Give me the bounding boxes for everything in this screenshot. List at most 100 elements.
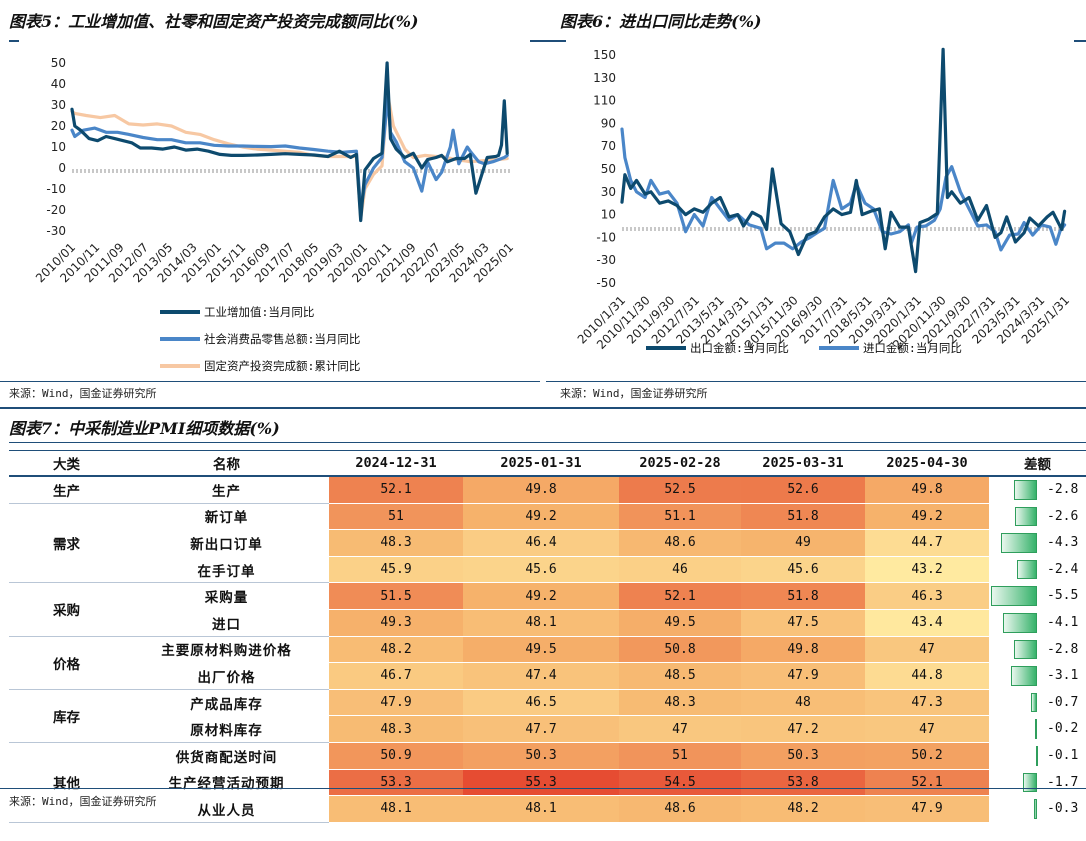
y-tick-label: 150: [593, 48, 616, 62]
diff-bar: [1031, 692, 1037, 713]
value-cell: 48.6: [619, 529, 741, 557]
series-line-0: [70, 61, 509, 223]
diff-value: -2.8: [1047, 641, 1079, 657]
chart6-bottom-rule: [546, 381, 1086, 382]
diff-bar: [1013, 480, 1037, 500]
diff-cell: -3.1: [989, 662, 1086, 690]
value-cell: 46.7: [329, 662, 463, 690]
diff-bar: [1015, 506, 1037, 527]
value-cell: 44.7: [865, 529, 989, 557]
value-cell: 47.5: [741, 609, 865, 637]
table-row: 在手订单 45.9 45.6 46 45.6 43.2 -2.4: [9, 556, 1086, 584]
diff-cell: -2.8: [989, 476, 1086, 504]
indicator-name: 新订单: [124, 503, 329, 531]
diff-bar: [1034, 799, 1037, 819]
y-tick-label: 50: [51, 56, 66, 70]
diff-value: -5.5: [1047, 588, 1079, 604]
y-tick-label: 10: [601, 208, 616, 222]
table-row: 生产 生产 52.1 49.8 52.5 52.6 49.8 -2.8: [9, 476, 1086, 504]
value-cell: 48.3: [329, 529, 463, 557]
y-tick-label: 20: [51, 119, 66, 133]
y-tick-label: 70: [601, 139, 616, 153]
diff-cell: -4.3: [989, 529, 1086, 557]
diff-value: -0.2: [1047, 721, 1079, 737]
diff-value: -4.3: [1047, 535, 1079, 551]
diff-cell: -4.1: [989, 609, 1086, 637]
value-cell: 49.2: [865, 503, 989, 531]
value-cell: 49.8: [741, 636, 865, 664]
legend-swatch-retail: [160, 336, 200, 341]
indicator-name: 在手订单: [124, 556, 329, 584]
indicator-name: 生产: [124, 476, 329, 504]
indicator-name: 进口: [124, 609, 329, 637]
indicator-name: 从业人员: [124, 795, 329, 823]
table-row: 其他 供货商配送时间 50.9 50.3 51 50.3 50.2 -0.1: [9, 742, 1086, 823]
y-tick-label: 40: [51, 77, 66, 91]
value-cell: 45.6: [741, 556, 865, 584]
chart5-legend-item: 社会消费品零售总额:当月同比: [160, 325, 360, 352]
table-title-rule: [9, 442, 1086, 443]
diff-value: -1.7: [1047, 774, 1079, 790]
category-cell: 采购: [9, 582, 124, 637]
diff-bar: [1022, 772, 1037, 793]
table-row: 进口 49.3 48.1 49.5 47.5 43.4 -4.1: [9, 609, 1086, 637]
indicator-name: 产成品库存: [124, 689, 329, 717]
legend-label-fai: 固定资产投资完成额:累计同比: [204, 358, 361, 373]
y-tick-label: -30: [46, 224, 66, 238]
value-cell: 52.6: [741, 476, 865, 504]
diff-value: -2.6: [1047, 508, 1079, 524]
diff-cell: -0.2: [989, 715, 1086, 743]
y-tick-label: -30: [596, 253, 616, 267]
y-tick-label: 0: [58, 161, 66, 175]
table-row: 原材料库存 48.3 47.7 47 47.2 47 -0.2: [9, 715, 1086, 743]
value-cell: 48.1: [329, 795, 463, 823]
header-2025-03: 2025-03-31: [741, 450, 865, 477]
value-cell: 45.9: [329, 556, 463, 584]
value-cell: 50.8: [619, 636, 741, 664]
value-cell: 47: [865, 715, 989, 743]
diff-bar: [1001, 533, 1037, 553]
value-cell: 51.1: [619, 503, 741, 531]
value-cell: 48.3: [619, 689, 741, 717]
value-cell: 52.1: [619, 582, 741, 610]
indicator-name: 主要原材料购进价格: [124, 636, 329, 664]
diff-cell: -5.5: [989, 582, 1086, 610]
value-cell: 47.2: [741, 715, 865, 743]
value-cell: 43.2: [865, 556, 989, 584]
value-cell: 46.5: [463, 689, 619, 717]
table-row: 生产经营活动预期 53.3 55.3 54.5 53.8 52.1 -1.7: [9, 769, 1086, 797]
value-cell: 51.8: [741, 503, 865, 531]
value-cell: 49.5: [619, 609, 741, 637]
value-cell: 48: [741, 689, 865, 717]
table-row: 价格 主要原材料购进价格 48.2 49.5 50.8 49.8 47 -2.8: [9, 636, 1086, 690]
legend-label-industry: 工业增加值:当月同比: [204, 304, 315, 319]
value-cell: 49.2: [463, 582, 619, 610]
value-cell: 54.5: [619, 769, 741, 797]
value-cell: 47.9: [865, 795, 989, 823]
value-cell: 45.6: [463, 556, 619, 584]
legend-swatch-export: [646, 346, 686, 350]
value-cell: 51: [329, 503, 463, 531]
chart5-legend: 工业增加值:当月同比 社会消费品零售总额:当月同比 固定资产投资完成额:累计同比: [160, 298, 360, 379]
indicator-name: 供货商配送时间: [124, 742, 329, 770]
value-cell: 50.3: [741, 742, 865, 770]
value-cell: 51.8: [741, 582, 865, 610]
value-cell: 49.8: [865, 476, 989, 504]
y-tick-label: 130: [593, 71, 616, 85]
value-cell: 47.4: [463, 662, 619, 690]
diff-value: -2.4: [1047, 561, 1079, 577]
y-tick-label: -10: [596, 230, 616, 244]
chart5-source: 来源：Wind，国金证券研究所: [9, 387, 157, 400]
y-tick-label: 90: [601, 116, 616, 130]
diff-value: -0.7: [1047, 694, 1079, 710]
y-tick-label: 110: [593, 94, 616, 108]
header-2024-12: 2024-12-31: [329, 450, 463, 477]
diff-value: -2.8: [1047, 482, 1079, 497]
header-2025-01: 2025-01-31: [463, 450, 619, 477]
value-cell: 46.4: [463, 529, 619, 557]
category-cell: 需求: [9, 503, 124, 584]
indicator-name: 新出口订单: [124, 529, 329, 557]
value-cell: 51: [619, 742, 741, 770]
indicator-name: 原材料库存: [124, 715, 329, 743]
value-cell: 46: [619, 556, 741, 584]
